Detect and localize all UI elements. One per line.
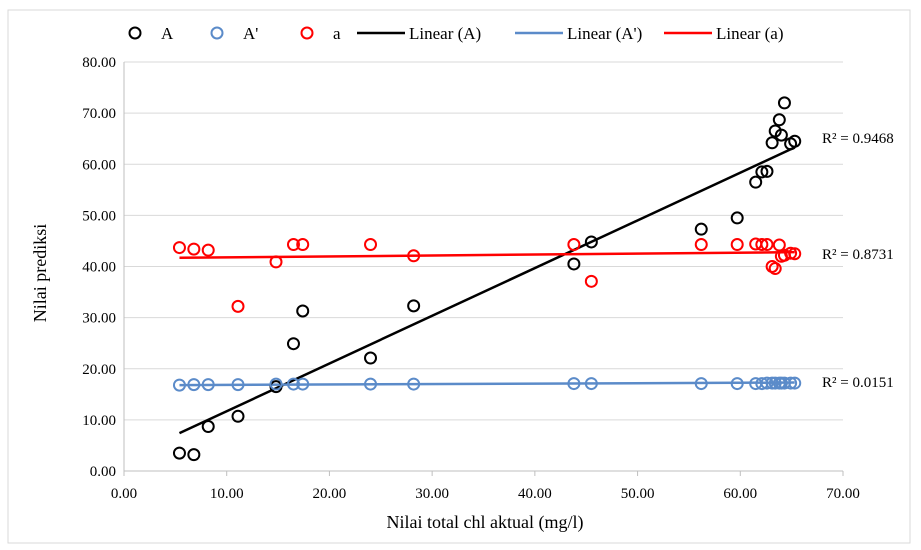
data-point (201, 378, 215, 392)
data-point (730, 211, 744, 225)
data-point (774, 128, 788, 142)
x-tick-label: 10.00 (210, 486, 244, 502)
data-point (788, 134, 802, 148)
data-point (760, 376, 774, 390)
data-point (231, 378, 245, 392)
grid-layer (124, 61, 843, 421)
data-point (286, 337, 300, 351)
axes-layer (123, 62, 844, 476)
data-point (172, 241, 186, 255)
data-point (172, 446, 186, 460)
data-point (364, 238, 378, 252)
data-point (286, 238, 300, 252)
data-point (187, 448, 201, 462)
data-point (788, 247, 802, 261)
x-axis-title: Nilai total chl aktual (mg/l) (387, 512, 584, 533)
x-tick-label: 0.00 (111, 486, 137, 502)
y-tick-label: 40.00 (82, 260, 116, 276)
data-point (364, 377, 378, 391)
data-point (286, 377, 300, 391)
data-point (768, 376, 782, 390)
data-point (567, 377, 581, 391)
data-point (231, 409, 245, 423)
legend-label: a (333, 24, 341, 43)
data-point (584, 274, 598, 288)
legend-marker (128, 26, 142, 40)
data-point (584, 235, 598, 249)
data-point (784, 376, 798, 390)
y-axis-title: Nilai prediksi (30, 224, 50, 322)
chart-frame (7, 9, 911, 544)
data-point (760, 238, 774, 252)
labels-layer: 0.00 10.00 20.00 30.00 40.00 50.00 60.00 70.00 8… (82, 55, 893, 502)
x-tick-label: 20.00 (313, 486, 347, 502)
y-tick-label: 10.00 (82, 413, 116, 429)
data-point (749, 175, 763, 189)
y-tick-label: 50.00 (82, 208, 116, 224)
data-point (768, 262, 782, 276)
data-point (694, 238, 708, 252)
data-point (694, 222, 708, 236)
legend-label: A (161, 24, 174, 43)
data-point (201, 243, 215, 257)
trendline (179, 250, 795, 260)
y-tick-label: 70.00 (82, 106, 116, 122)
data-point (296, 238, 310, 252)
x-tick-label: 50.00 (621, 486, 655, 502)
data-point (172, 378, 186, 392)
data-point (296, 377, 310, 391)
data-point (584, 377, 598, 391)
data-point (269, 255, 283, 269)
legend-label: Linear (A') (567, 24, 642, 43)
legend: A A' a Linear (A) Linear (A') Linear (a) (128, 24, 783, 43)
data-point (788, 376, 802, 390)
x-tick-label: 70.00 (826, 486, 860, 502)
data-point (407, 249, 421, 263)
data-point (231, 299, 245, 313)
data-point (407, 299, 421, 313)
data-point (694, 377, 708, 391)
data-point (187, 242, 201, 256)
data-point (765, 136, 779, 150)
r-squared-label: R² = 0.9468 (822, 131, 894, 147)
legend-label: Linear (A) (409, 24, 481, 43)
y-tick-label: 0.00 (90, 464, 116, 480)
data-point (567, 257, 581, 271)
data-point (296, 304, 310, 318)
data-point (772, 113, 786, 127)
y-tick-label: 30.00 (82, 311, 116, 327)
y-tick-label: 20.00 (82, 362, 116, 378)
data-point (777, 96, 791, 110)
r-squared-label: R² = 0.8731 (822, 247, 894, 263)
data-point (201, 420, 215, 434)
y-tick-label: 60.00 (82, 157, 116, 173)
x-tick-label: 30.00 (415, 486, 449, 502)
legend-marker (210, 26, 224, 40)
r-squared-label: R² = 0.0151 (822, 375, 894, 391)
y-tick-label: 80.00 (82, 55, 116, 71)
x-tick-label: 60.00 (723, 486, 757, 502)
data-point (760, 164, 774, 178)
data-point (364, 351, 378, 365)
legend-marker (300, 26, 314, 40)
points-layer (172, 96, 802, 462)
data-point (407, 377, 421, 391)
data-point (269, 377, 283, 391)
data-point (755, 238, 769, 252)
data-point (730, 377, 744, 391)
data-point (730, 238, 744, 252)
legend-label: Linear (a) (716, 24, 783, 43)
data-point (187, 378, 201, 392)
data-point (567, 238, 581, 252)
legend-label: A' (243, 24, 258, 43)
data-point (755, 165, 769, 179)
x-tick-label: 40.00 (518, 486, 552, 502)
